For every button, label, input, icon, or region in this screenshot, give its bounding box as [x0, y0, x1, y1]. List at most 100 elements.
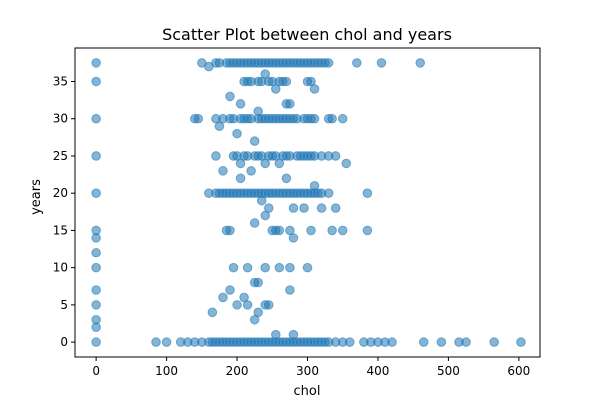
- scatter-point: [418, 337, 429, 347]
- scatter-point: [327, 225, 337, 236]
- scatter-point: [91, 262, 101, 273]
- data-points: [91, 58, 526, 347]
- scatter-point: [288, 233, 299, 243]
- scatter-point: [299, 203, 309, 213]
- scatter-point: [235, 173, 246, 184]
- scatter-point: [225, 285, 235, 295]
- scatter-point: [91, 151, 101, 161]
- axes: 0 100 200 300 400 500 600 0 5 10 15 20 25 30 35: [53, 47, 541, 378]
- scatter-point: [225, 91, 235, 102]
- y-tick-label: 35: [53, 75, 68, 89]
- scatter-point: [344, 337, 355, 347]
- scatter-point: [281, 76, 292, 87]
- scatter-point: [415, 58, 426, 68]
- scatter-point: [232, 128, 242, 139]
- y-axis-label: years: [29, 179, 44, 215]
- scatter-point: [249, 218, 260, 228]
- scatter-point: [218, 292, 228, 303]
- scatter-point: [91, 337, 101, 347]
- scatter-point: [376, 58, 387, 68]
- x-tick-label: 0: [92, 364, 100, 378]
- scatter-point: [91, 113, 101, 124]
- x-tick-label: 500: [437, 364, 460, 378]
- scatter-point: [271, 329, 281, 340]
- scatter-point: [306, 225, 316, 236]
- scatter-point: [91, 300, 101, 310]
- scatter-point: [306, 76, 316, 87]
- chart-title: Scatter Plot between chol and years: [162, 25, 452, 44]
- scatter-point: [246, 166, 256, 176]
- scatter-point: [91, 188, 101, 198]
- scatter-point: [362, 188, 373, 198]
- y-tick-label: 20: [53, 186, 68, 200]
- scatter-point: [232, 300, 242, 310]
- x-axis-label: chol: [294, 384, 321, 399]
- scatter-point: [242, 300, 253, 310]
- scatter-point: [309, 180, 320, 191]
- scatter-point: [260, 69, 271, 79]
- scatter-point: [285, 262, 295, 273]
- scatter-point: [323, 188, 334, 198]
- x-tick-label: 200: [226, 364, 249, 378]
- scatter-point: [387, 337, 397, 347]
- scatter-point: [235, 99, 246, 109]
- scatter-point: [211, 151, 221, 161]
- scatter-point: [281, 173, 292, 184]
- scatter-point: [489, 337, 500, 347]
- x-tick-label: 300: [296, 364, 319, 378]
- scatter-point: [253, 106, 263, 117]
- scatter-point: [91, 58, 101, 68]
- scatter-point: [253, 307, 263, 318]
- scatter-point: [330, 203, 341, 213]
- scatter-point: [302, 262, 313, 273]
- scatter-point: [249, 136, 260, 146]
- scatter-point: [225, 225, 235, 236]
- scatter-point: [228, 262, 239, 273]
- scatter-point: [151, 337, 161, 347]
- scatter-point: [352, 58, 362, 68]
- scatter-point: [263, 203, 274, 213]
- scatter-point: [274, 262, 285, 273]
- y-tick-label: 10: [53, 261, 68, 275]
- scatter-point: [91, 322, 101, 333]
- y-tick-label: 30: [53, 112, 68, 126]
- scatter-point: [330, 151, 341, 161]
- scatter-point: [285, 99, 295, 109]
- scatter-point: [288, 203, 299, 213]
- scatter-point: [337, 225, 348, 236]
- scatter-point: [288, 329, 299, 340]
- scatter-point: [362, 225, 373, 236]
- scatter-point: [91, 76, 101, 87]
- scatter-point: [436, 337, 447, 347]
- scatter-point: [323, 58, 334, 68]
- y-tick-label: 5: [60, 298, 68, 312]
- scatter-point: [341, 158, 352, 169]
- x-tick-label: 600: [507, 364, 530, 378]
- scatter-point: [91, 247, 101, 258]
- scatter-point: [263, 300, 274, 310]
- scatter-point: [309, 113, 320, 124]
- scatter-point: [193, 113, 204, 124]
- scatter-point: [274, 225, 285, 236]
- scatter-point: [161, 337, 172, 347]
- scatter-point: [207, 307, 218, 318]
- scatter-point: [218, 166, 228, 176]
- scatter-point: [337, 113, 348, 124]
- scatter-point: [91, 285, 101, 295]
- x-tick-label: 400: [367, 364, 390, 378]
- scatter-point: [256, 195, 267, 206]
- scatter-point: [461, 337, 471, 347]
- scatter-point: [327, 113, 337, 124]
- scatter-point: [260, 262, 271, 273]
- scatter-point: [516, 337, 526, 347]
- scatter-point: [316, 203, 327, 213]
- x-tick-label: 100: [155, 364, 178, 378]
- scatter-point: [91, 233, 101, 243]
- scatter-point: [285, 285, 295, 295]
- scatter-point: [242, 262, 253, 273]
- scatter-point: [253, 277, 263, 288]
- y-tick-label: 25: [53, 149, 68, 163]
- y-tick-label: 0: [60, 335, 68, 349]
